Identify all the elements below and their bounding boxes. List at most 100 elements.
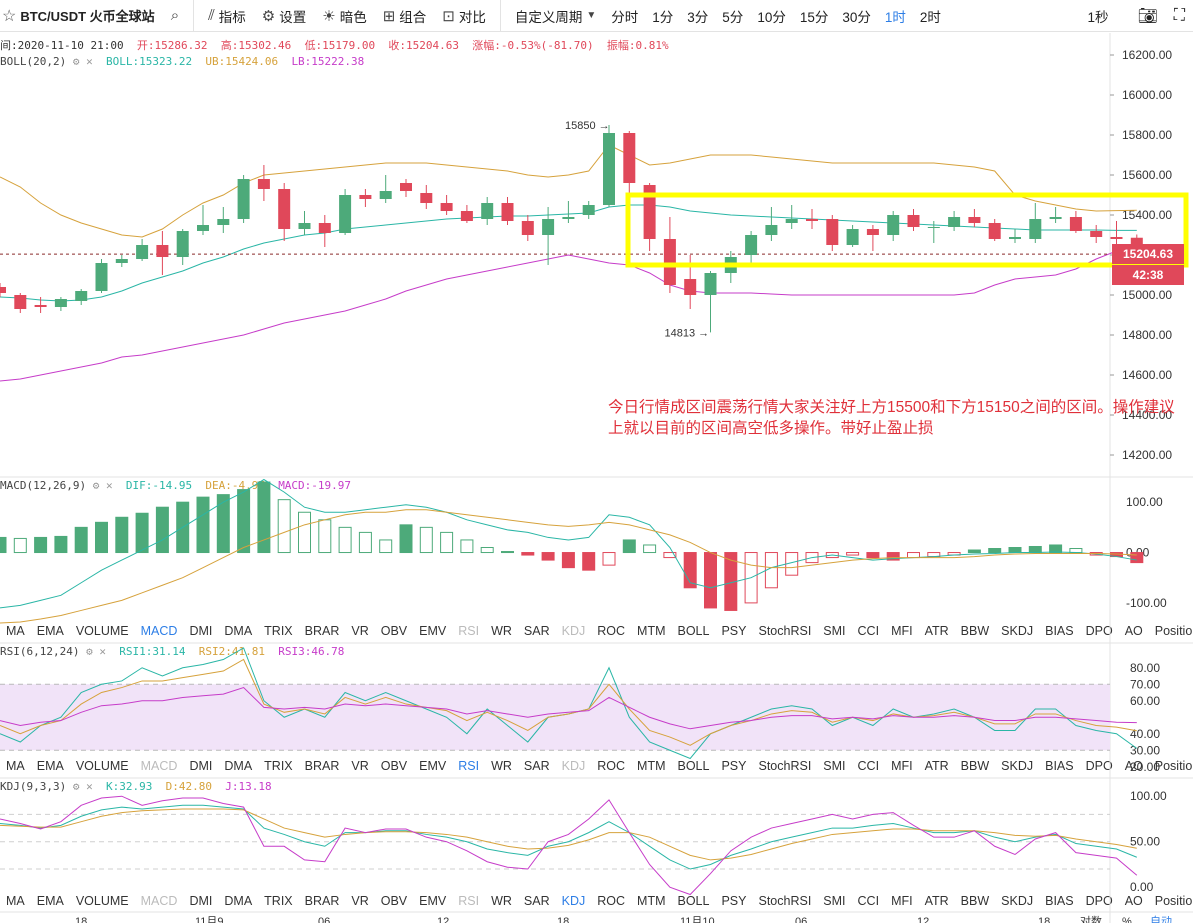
indicator-tab-cci[interactable]: CCI xyxy=(857,759,880,773)
indicator-tab-position[interactable]: Position xyxy=(1154,624,1193,638)
indicator-tab-dmi[interactable]: DMI xyxy=(189,759,213,773)
indicator-tab-skdj[interactable]: SKDJ xyxy=(1001,759,1034,773)
indicator-tab-kdj[interactable]: KDJ xyxy=(561,759,586,773)
indicator-tab-position[interactable]: Position xyxy=(1154,894,1193,908)
indicator-tab-brar[interactable]: BRAR xyxy=(304,624,340,638)
indicator-tab-mtm[interactable]: MTM xyxy=(637,624,666,638)
indicator-tab-skdj[interactable]: SKDJ xyxy=(1001,894,1034,908)
search-icon[interactable]: ⌕ xyxy=(170,7,180,24)
favorite-star-icon[interactable]: ☆ xyxy=(2,7,17,25)
period-option[interactable]: 1分 xyxy=(652,9,674,25)
period-option[interactable]: 分时 xyxy=(611,9,639,25)
indicator-tab-macd[interactable]: MACD xyxy=(140,624,178,638)
indicator-tab-dpo[interactable]: DPO xyxy=(1085,894,1113,908)
indicator-tab-volume[interactable]: VOLUME xyxy=(75,624,129,638)
gear-icon[interactable]: ⚙ xyxy=(92,479,100,492)
refresh-interval[interactable]: 1秒 xyxy=(1087,10,1109,25)
indicator-tab-rsi[interactable]: RSI xyxy=(458,759,480,773)
indicator-tab-bbw[interactable]: BBW xyxy=(960,759,990,773)
indicator-tab-mtm[interactable]: MTM xyxy=(637,759,666,773)
indicator-tab-volume[interactable]: VOLUME xyxy=(75,759,129,773)
indicator-tab-boll[interactable]: BOLL xyxy=(677,759,710,773)
indicator-tab-brar[interactable]: BRAR xyxy=(304,894,340,908)
indicator-tab-skdj[interactable]: SKDJ xyxy=(1001,624,1034,638)
compare-button[interactable]: ⊡ 对比 xyxy=(434,0,494,31)
indicator-tab-ma[interactable]: MA xyxy=(6,759,25,773)
indicator-tab-atr[interactable]: ATR xyxy=(924,624,949,638)
kline-chart[interactable]: 16200.00 16000.00 15800.00 15600.00 15400.00… xyxy=(0,33,1193,923)
theme-button[interactable]: ☀ 暗色 xyxy=(314,0,374,31)
indicator-tab-ao[interactable]: AO xyxy=(1124,759,1143,773)
indicator-tab-atr[interactable]: ATR xyxy=(924,759,949,773)
indicator-tab-stochrsi[interactable]: StochRSI xyxy=(758,759,812,773)
indicator-tab-psy[interactable]: PSY xyxy=(721,894,747,908)
indicator-tab-boll[interactable]: BOLL xyxy=(677,894,710,908)
indicator-tab-bias[interactable]: BIAS xyxy=(1045,624,1074,638)
period-option[interactable]: 5分 xyxy=(722,9,744,25)
period-option[interactable]: 10分 xyxy=(757,9,786,25)
indicator-tab-ma[interactable]: MA xyxy=(6,624,25,638)
indicator-tab-bias[interactable]: BIAS xyxy=(1045,759,1074,773)
indicator-tab-bbw[interactable]: BBW xyxy=(960,894,990,908)
indicator-tab-bbw[interactable]: BBW xyxy=(960,624,990,638)
indicator-tab-dma[interactable]: DMA xyxy=(224,759,253,773)
indicator-tab-roc[interactable]: ROC xyxy=(597,624,626,638)
indicator-tab-obv[interactable]: OBV xyxy=(380,894,408,908)
indicator-tab-emv[interactable]: EMV xyxy=(419,894,447,908)
indicator-tab-roc[interactable]: ROC xyxy=(597,894,626,908)
period-option[interactable]: 15分 xyxy=(799,9,829,25)
indicator-tab-ema[interactable]: EMA xyxy=(36,894,64,908)
indicator-tab-ema[interactable]: EMA xyxy=(36,624,64,638)
indicator-tab-wr[interactable]: WR xyxy=(491,894,512,908)
indicator-tab-dma[interactable]: DMA xyxy=(224,624,253,638)
gear-icon[interactable]: ⚙ xyxy=(72,780,80,793)
indicator-tab-vr[interactable]: VR xyxy=(351,759,369,773)
period-option-active[interactable]: 1时 xyxy=(884,9,906,25)
close-icon[interactable]: ✕ xyxy=(105,479,113,492)
indicator-tab-rsi[interactable]: RSI xyxy=(458,894,480,908)
combine-button[interactable]: ⊞ 组合 xyxy=(375,0,435,31)
indicator-tab-cci[interactable]: CCI xyxy=(857,624,880,638)
close-icon[interactable]: ✕ xyxy=(99,645,106,658)
indicator-tab-stochrsi[interactable]: StochRSI xyxy=(758,894,812,908)
indicator-tab-stochrsi[interactable]: StochRSI xyxy=(758,624,812,638)
indicator-tab-trix[interactable]: TRIX xyxy=(264,894,293,908)
indicator-tab-volume[interactable]: VOLUME xyxy=(75,894,129,908)
symbol-title[interactable]: BTC/USDT 火币全球站 xyxy=(20,9,155,24)
indicator-tab-vr[interactable]: VR xyxy=(351,624,369,638)
indicator-tab-psy[interactable]: PSY xyxy=(721,759,747,773)
indicator-tab-dpo[interactable]: DPO xyxy=(1085,624,1113,638)
indicator-tab-dma[interactable]: DMA xyxy=(224,894,253,908)
period-option[interactable]: 3分 xyxy=(687,9,709,25)
fullscreen-icon[interactable]: ⛶ xyxy=(1173,7,1185,24)
indicator-tab-emv[interactable]: EMV xyxy=(419,759,447,773)
indicator-tab-trix[interactable]: TRIX xyxy=(264,624,293,638)
indicator-tab-obv[interactable]: OBV xyxy=(380,624,408,638)
indicator-tab-kdj[interactable]: KDJ xyxy=(561,624,586,638)
close-icon[interactable]: ✕ xyxy=(86,780,93,793)
gear-icon[interactable]: ⚙ xyxy=(86,645,93,658)
indicators-button[interactable]: ⫽ 指标 xyxy=(200,0,254,31)
indicator-tab-ao[interactable]: AO xyxy=(1124,624,1143,638)
indicator-tab-ema[interactable]: EMA xyxy=(36,759,64,773)
indicator-tab-macd[interactable]: MACD xyxy=(140,894,178,908)
indicator-tab-obv[interactable]: OBV xyxy=(380,759,408,773)
indicator-tab-smi[interactable]: SMI xyxy=(823,894,846,908)
indicator-tab-wr[interactable]: WR xyxy=(491,624,512,638)
indicator-tab-mfi[interactable]: MFI xyxy=(891,624,913,638)
indicator-tab-vr[interactable]: VR xyxy=(351,894,369,908)
indicator-tab-ma[interactable]: MA xyxy=(6,894,25,908)
indicator-tab-ao[interactable]: AO xyxy=(1124,894,1143,908)
indicator-tab-mfi[interactable]: MFI xyxy=(891,894,913,908)
indicator-tab-dpo[interactable]: DPO xyxy=(1085,759,1113,773)
indicator-tab-sar[interactable]: SAR xyxy=(523,759,550,773)
indicator-tab-smi[interactable]: SMI xyxy=(823,759,846,773)
indicator-tab-brar[interactable]: BRAR xyxy=(304,759,340,773)
custom-period-dropdown[interactable]: 自定义周期 ▼ xyxy=(507,0,604,31)
indicator-tab-atr[interactable]: ATR xyxy=(924,894,949,908)
indicator-tab-rsi[interactable]: RSI xyxy=(458,624,480,638)
camera-icon[interactable]: 📷︎ xyxy=(1137,8,1158,25)
settings-button[interactable]: ⚙ 设置 xyxy=(254,0,314,31)
indicator-tab-trix[interactable]: TRIX xyxy=(264,759,293,773)
indicator-tab-dmi[interactable]: DMI xyxy=(189,894,213,908)
